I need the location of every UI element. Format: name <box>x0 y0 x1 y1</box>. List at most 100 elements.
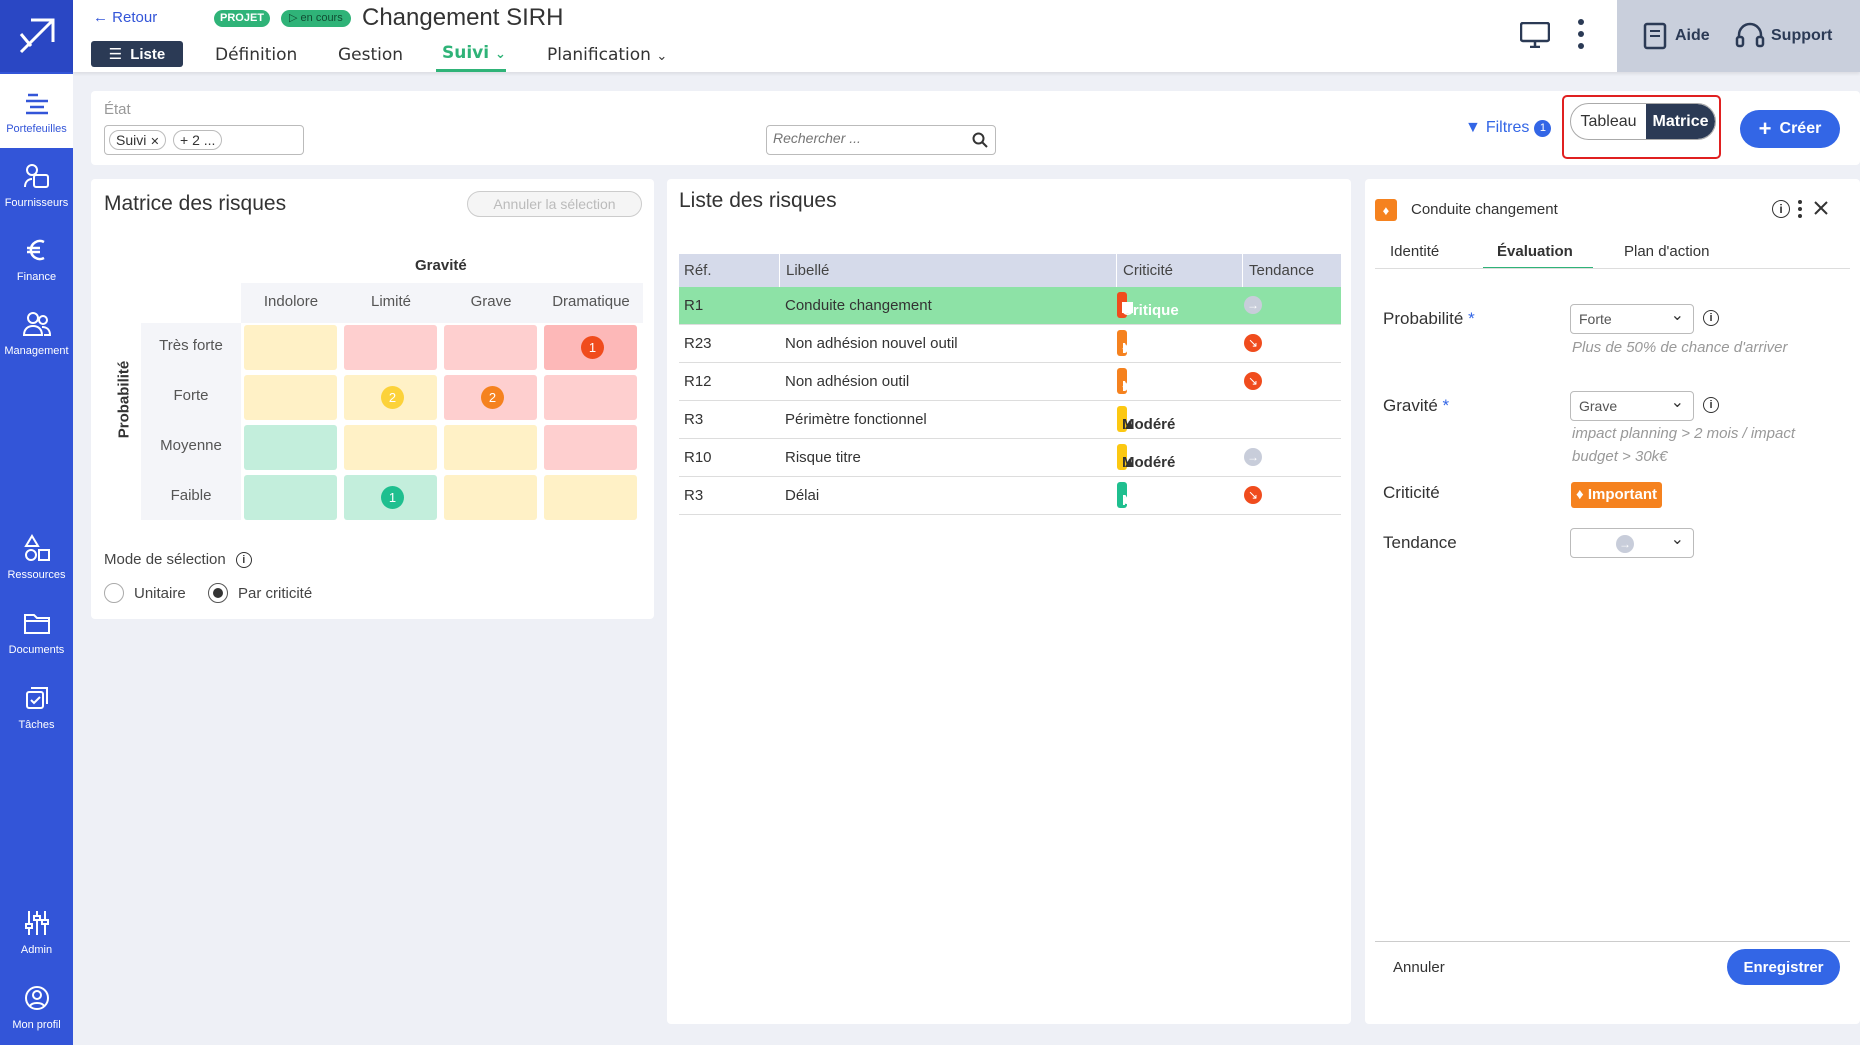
tab-suivi[interactable]: Suivi ⌄ <box>442 43 506 63</box>
close-icon[interactable]: ✕ <box>150 136 160 148</box>
reset-selection-button[interactable]: Annuler la sélection <box>467 191 642 217</box>
sidebar-item-taches[interactable]: Tâches <box>0 670 73 744</box>
sidebar-item-documents[interactable]: Documents <box>0 595 73 669</box>
view-tableau-button[interactable]: Tableau <box>1580 112 1637 130</box>
radio-unitaire[interactable]: Unitaire <box>104 583 186 603</box>
matrix-cell[interactable] <box>544 425 637 470</box>
support-button[interactable]: Support <box>1735 22 1832 50</box>
risk-matrix-card: Matrice des risques Annuler la sélection… <box>91 179 654 619</box>
matrix-cell[interactable] <box>244 375 337 420</box>
col-criticite: Criticité <box>1116 254 1173 287</box>
sidebar-item-finance[interactable]: Finance <box>0 222 73 296</box>
criticity-badge: ♦ Important <box>1117 330 1191 357</box>
monitor-icon[interactable] <box>1520 22 1550 48</box>
tab-planification[interactable]: Planification ⌄ <box>547 45 668 65</box>
matrix-cell[interactable] <box>544 375 637 420</box>
matrix-cell[interactable] <box>544 475 637 520</box>
matrix-cell[interactable]: 2 <box>344 375 437 420</box>
tab-plan-action[interactable]: Plan d'action <box>1624 243 1710 260</box>
back-link[interactable]: ← Retour <box>93 9 158 26</box>
gravity-select[interactable]: Grave <box>1570 391 1694 421</box>
criticity-badge: Critique <box>1117 292 1179 319</box>
sliders-icon <box>24 911 49 935</box>
criticity-label: Criticité <box>1383 483 1440 502</box>
matrix-cell[interactable] <box>244 425 337 470</box>
info-icon[interactable]: i <box>1703 397 1719 413</box>
sidebar-item-ressources[interactable]: Ressources <box>0 520 73 594</box>
create-button[interactable]: + Créer <box>1740 110 1840 148</box>
search-field[interactable] <box>766 125 996 155</box>
matrix-cell[interactable] <box>444 325 537 370</box>
gravity-hint-line-2: budget > 30k€ <box>1572 448 1668 465</box>
table-row[interactable]: R3 Périmètre fonctionnel ▲ Modéré <box>679 401 1341 439</box>
matrix-cell[interactable]: 1 <box>544 325 637 370</box>
tab-gestion[interactable]: Gestion <box>338 45 404 65</box>
table-row[interactable]: R12 Non adhésion outil ♦ Important ↘ <box>679 363 1341 401</box>
matrix-col-limite: Limité <box>370 293 411 310</box>
square-icon <box>1122 302 1133 313</box>
col-libelle: Libellé <box>779 254 829 287</box>
search-input[interactable] <box>773 130 963 146</box>
plus-icon: + <box>1758 116 1772 141</box>
sidebar-item-fournisseurs[interactable]: Fournisseurs <box>0 148 73 222</box>
sidebar-item-portefeuilles[interactable]: Portefeuilles <box>0 74 73 148</box>
trend-down-icon: ↘ <box>1244 372 1262 390</box>
tab-identite[interactable]: Identité <box>1390 243 1440 260</box>
search-icon[interactable] <box>972 132 988 148</box>
matrix-row-faible: Faible <box>170 487 212 504</box>
sidebar-item-management[interactable]: Management <box>0 296 73 370</box>
table-row[interactable]: R1 Conduite changement Critique → <box>679 287 1341 325</box>
chip-suivi[interactable]: Suivi ✕ <box>109 130 167 150</box>
matrix-cell[interactable]: 1 <box>344 475 437 520</box>
close-icon[interactable] <box>1814 201 1828 215</box>
chip-more[interactable]: + 2 ... <box>173 130 223 150</box>
help-button[interactable]: Aide <box>1643 22 1710 50</box>
matrix-cell[interactable]: 2 <box>444 375 537 420</box>
tab-definition[interactable]: Définition <box>215 45 298 65</box>
info-icon[interactable]: i <box>1772 200 1790 218</box>
app-logo[interactable] <box>0 0 73 72</box>
save-button[interactable]: Enregistrer <box>1727 949 1840 985</box>
table-row[interactable]: R3 Délai ● Négligeable ↘ <box>679 477 1341 515</box>
sidebar-item-label: Portefeuilles <box>6 123 67 135</box>
user-circle-icon <box>24 986 49 1010</box>
matrix-cell[interactable] <box>244 325 337 370</box>
risk-count-dot: 2 <box>381 386 404 409</box>
table-row[interactable]: R23 Non adhésion nouvel outil ♦ Importan… <box>679 325 1341 363</box>
matrix-cell[interactable] <box>244 475 337 520</box>
filters-button[interactable]: ▼ Filtres 1 <box>1465 119 1552 137</box>
gravity-hint-line-1: impact planning > 2 mois / impact <box>1572 425 1796 442</box>
cancel-button[interactable]: Annuler <box>1393 959 1445 976</box>
trend-label: Tendance <box>1383 533 1457 552</box>
criticity-badge: ▲ Modéré <box>1117 406 1175 433</box>
list-button[interactable]: ☰ Liste <box>91 41 183 67</box>
shapes-icon <box>23 534 50 561</box>
state-label: État <box>104 101 131 118</box>
help-panel: Aide Support <box>1617 0 1860 72</box>
trend-select[interactable]: → <box>1570 528 1694 558</box>
info-icon[interactable]: i <box>1703 310 1719 326</box>
more-vertical-icon[interactable] <box>1797 199 1803 219</box>
info-icon[interactable]: i <box>235 551 252 568</box>
tab-evaluation[interactable]: Évaluation <box>1497 243 1573 260</box>
sidebar-item-admin[interactable]: Admin <box>0 895 73 969</box>
matrix-cell[interactable] <box>444 425 537 470</box>
probability-hint: Plus de 50% de chance d'arriver <box>1572 339 1788 356</box>
more-vertical-icon[interactable] <box>1577 18 1585 50</box>
table-row[interactable]: R10 Risque titre ▲ Modéré → <box>679 439 1341 477</box>
view-matrice-button[interactable]: Matrice <box>1646 104 1715 139</box>
criticity-badge: ♦ Important <box>1571 482 1662 508</box>
risk-detail-panel: ♦ Conduite changement i Identité Évaluat… <box>1365 179 1860 1024</box>
sidebar-item-profil[interactable]: Mon profil <box>0 970 73 1044</box>
matrix-cell[interactable] <box>344 425 437 470</box>
matrix-cell[interactable] <box>344 325 437 370</box>
criticity-badge: ● Négligeable <box>1117 482 1206 509</box>
criticity-badge: ▲ Modéré <box>1117 444 1175 471</box>
matrix-cell[interactable] <box>444 475 537 520</box>
probability-select[interactable]: Forte <box>1570 304 1694 334</box>
state-select[interactable]: Suivi ✕ + 2 ... <box>104 125 304 155</box>
suppliers-icon <box>23 164 49 188</box>
radio-par-criticite[interactable]: Par criticité <box>208 583 312 603</box>
trend-down-icon: ↘ <box>1244 334 1262 352</box>
risk-table-body: R1 Conduite changement Critique → R23 No… <box>679 287 1341 515</box>
